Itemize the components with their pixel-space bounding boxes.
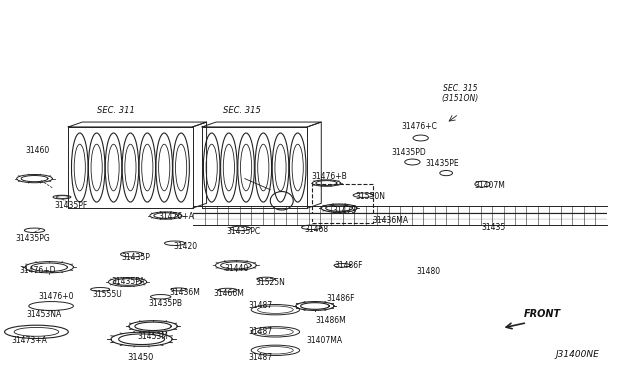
Text: 31450: 31450 — [127, 353, 154, 362]
Text: 31476+D: 31476+D — [19, 266, 56, 275]
Ellipse shape — [4, 325, 68, 339]
Text: 31487: 31487 — [248, 353, 273, 362]
Text: 31486F: 31486F — [335, 261, 363, 270]
Text: 31453M: 31453M — [137, 332, 168, 341]
Text: 31435PD: 31435PD — [392, 148, 426, 157]
Text: 31525N: 31525N — [255, 278, 285, 287]
Text: 31435P: 31435P — [121, 253, 150, 262]
Text: 31440: 31440 — [225, 264, 249, 273]
Text: 31435PG: 31435PG — [15, 234, 50, 243]
Text: 31480: 31480 — [416, 266, 440, 276]
Text: 31487: 31487 — [248, 301, 273, 310]
Text: SEC. 311: SEC. 311 — [97, 106, 134, 115]
Text: 31435PA: 31435PA — [111, 277, 145, 286]
Text: 31486M: 31486M — [316, 316, 346, 326]
Text: 31468: 31468 — [305, 225, 329, 234]
Text: 31435PC: 31435PC — [227, 227, 260, 236]
Text: J31400NE: J31400NE — [556, 350, 600, 359]
Text: 31435PB: 31435PB — [148, 299, 182, 308]
Text: 31476+A: 31476+A — [159, 212, 195, 221]
Ellipse shape — [29, 302, 74, 310]
Text: 31487: 31487 — [248, 327, 273, 336]
Text: SEC. 315: SEC. 315 — [223, 106, 261, 115]
Text: 31476+B: 31476+B — [311, 171, 347, 181]
Text: 31473: 31473 — [332, 206, 356, 215]
Text: 31476+C: 31476+C — [401, 122, 437, 131]
Text: 31407MA: 31407MA — [306, 336, 342, 345]
Text: SEC. 315
(3151ON): SEC. 315 (3151ON) — [442, 84, 479, 103]
Text: 31435PF: 31435PF — [54, 201, 88, 210]
Text: 31420: 31420 — [173, 242, 198, 251]
Text: FRONT: FRONT — [524, 309, 561, 319]
Text: 31453NA: 31453NA — [27, 310, 62, 319]
Text: 31555U: 31555U — [93, 290, 122, 299]
Text: 31435: 31435 — [481, 223, 506, 232]
Ellipse shape — [251, 327, 300, 337]
Text: 31476+0: 31476+0 — [38, 292, 74, 301]
Bar — [312, 184, 373, 223]
Text: 31436M: 31436M — [169, 288, 200, 297]
Text: 31435PE: 31435PE — [425, 159, 459, 168]
Ellipse shape — [251, 345, 300, 356]
Text: 31466M: 31466M — [214, 289, 244, 298]
Text: 31407M: 31407M — [474, 181, 505, 190]
Ellipse shape — [251, 305, 300, 315]
Text: 31473+A: 31473+A — [11, 336, 47, 345]
Text: 31436MA: 31436MA — [372, 216, 408, 225]
Text: 31550N: 31550N — [355, 192, 385, 201]
Text: 31460: 31460 — [25, 146, 49, 155]
Text: 31486F: 31486F — [326, 294, 355, 303]
